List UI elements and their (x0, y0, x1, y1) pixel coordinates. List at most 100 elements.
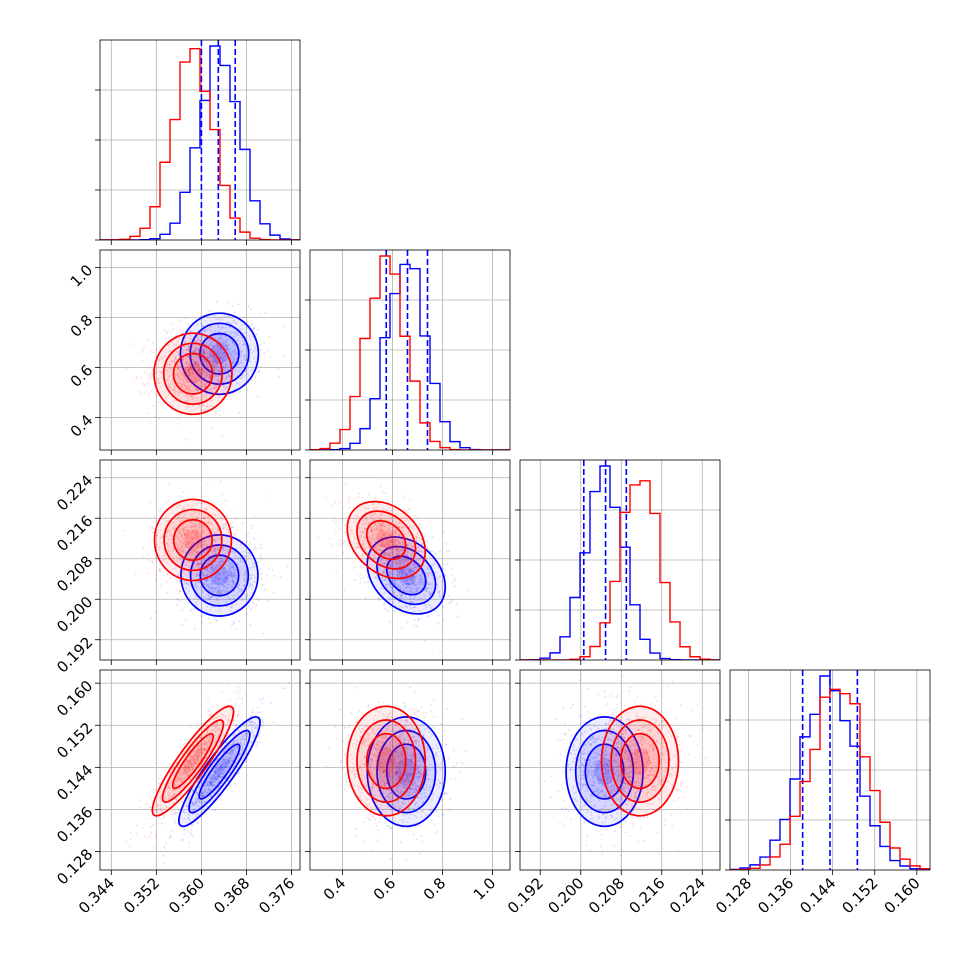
blue-density-shade (585, 744, 624, 799)
x-tick-label: 0.224 (666, 874, 709, 917)
x-tick-label: 0.8 (420, 874, 450, 904)
red-density-shade (357, 719, 416, 803)
red-contour (610, 719, 670, 803)
red-contour (356, 719, 417, 803)
red-contour (161, 719, 225, 803)
y-tick-label: 0.200 (53, 593, 96, 636)
panel-r1-c1 (305, 249, 511, 455)
x-tick-label: 0.160 (881, 874, 924, 917)
red-density-shade (164, 509, 222, 571)
blue-density-shade (575, 730, 634, 813)
y-tick-label: 0.152 (53, 719, 96, 762)
y-tick-label: 1.0 (67, 261, 97, 291)
x-tick-label: 0.344 (75, 874, 118, 917)
blue-density-shade (190, 323, 249, 385)
red-density-shade (182, 747, 204, 775)
panel-frame (309, 459, 511, 661)
panel-frame (519, 669, 721, 871)
x-tick-label: 0.136 (754, 874, 797, 917)
blue-contour (199, 332, 240, 375)
x-tick-label: 0.208 (585, 874, 628, 917)
panel-r1-c0 (95, 249, 301, 455)
blue-contour (385, 743, 427, 800)
red-density-shade (376, 530, 396, 550)
y-tick-label: 0.4 (67, 411, 97, 441)
blue-contour (584, 743, 625, 800)
blue-density-shade (209, 757, 230, 786)
blue-density-shade (199, 744, 240, 799)
red-density-shade (611, 720, 669, 803)
blue-contour (180, 534, 259, 617)
blue-scatter (152, 681, 291, 865)
red-density-shade (356, 511, 416, 569)
red-density-shade (366, 733, 406, 789)
gridlines (100, 460, 300, 660)
red-density-shade (172, 733, 214, 789)
x-tick-label: 0.6 (370, 874, 400, 904)
red-density-shade (183, 529, 203, 551)
blue-contour (189, 544, 250, 607)
red-density-shade (620, 733, 660, 789)
red-histogram (310, 255, 510, 450)
blue-density-shade (367, 716, 446, 827)
red-density-shade (173, 353, 213, 395)
y-tick-label: 0.216 (53, 512, 96, 555)
red-density-shade (163, 343, 223, 405)
y-tick-label: 0.128 (53, 845, 96, 888)
panel-frame (99, 459, 301, 661)
red-density-shade (183, 363, 203, 384)
red-density-shade (601, 706, 679, 816)
y-tick-label: 0.208 (53, 552, 96, 595)
red-density-shade (630, 747, 650, 775)
y-tick-label: 0.224 (53, 471, 96, 514)
blue-contour (565, 715, 644, 828)
red-contour (346, 705, 427, 817)
red-contour (171, 732, 215, 790)
red-contour (600, 705, 680, 817)
panel-r0-c0 (95, 39, 301, 245)
red-contour (153, 332, 233, 416)
gridlines (520, 670, 720, 870)
y-tick-label: 0.136 (53, 803, 96, 846)
red-scatter (325, 686, 436, 861)
red-density-shade (173, 519, 213, 561)
blue-contour (179, 312, 260, 396)
red-density-shade (153, 333, 232, 415)
red-density-shade (347, 501, 426, 579)
blue-density-shade (566, 716, 644, 827)
red-contour (365, 519, 407, 561)
red-contour (172, 352, 214, 395)
red-density-shade (154, 499, 232, 581)
blue-density-shade (189, 730, 250, 813)
x-tick-label: 0.152 (838, 874, 881, 917)
blue-contour (385, 555, 427, 596)
blue-density-shade (396, 565, 416, 586)
panel-r3-c0 (95, 669, 301, 875)
x-tick-label: 0.216 (626, 874, 669, 917)
blue-density-shade (386, 556, 426, 595)
red-contour (172, 518, 214, 562)
blue-density-shade (594, 757, 615, 786)
x-tick-label: 1.0 (470, 874, 500, 904)
red-histogram (730, 688, 930, 870)
blue-contour (376, 545, 437, 606)
y-tick-label: 0.144 (53, 761, 96, 804)
blue-density-shade (209, 565, 230, 586)
panel-frame (99, 249, 301, 451)
red-contour (365, 732, 407, 790)
x-tick-label: 0.128 (712, 874, 755, 917)
red-contour (356, 510, 417, 570)
red-density-shade (162, 719, 224, 803)
panel-r3-c3 (725, 669, 931, 875)
red-contour (153, 498, 233, 582)
blue-contour (188, 729, 251, 814)
red-density-shade (366, 520, 406, 560)
blue-density-shade (180, 534, 258, 617)
panel-frame (99, 669, 301, 871)
x-tick-label: 0.200 (544, 874, 587, 917)
red-density-shade (376, 747, 396, 775)
panel-r2-c2 (515, 459, 721, 665)
red-contour (346, 500, 427, 580)
x-tick-label: 0.192 (504, 874, 547, 917)
